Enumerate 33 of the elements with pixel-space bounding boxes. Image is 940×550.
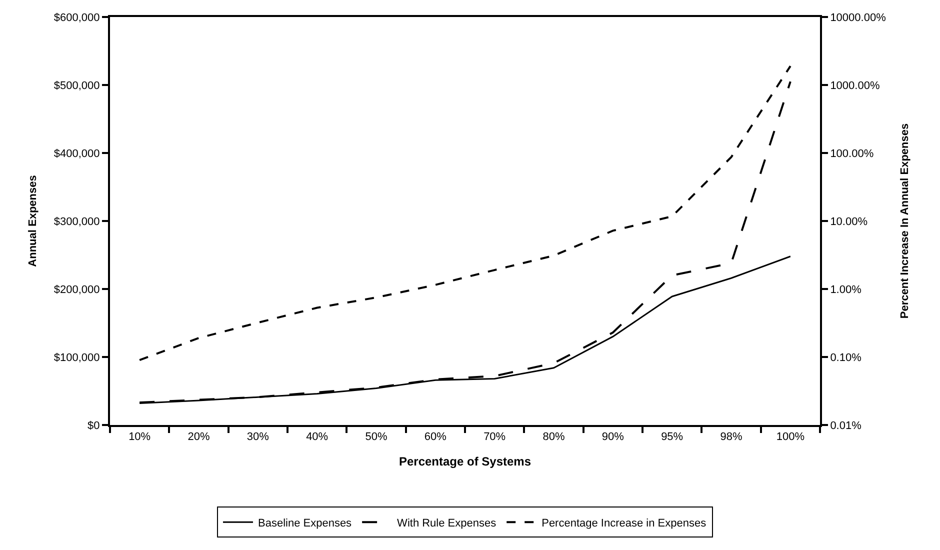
y2-tick-label: 1.00% bbox=[830, 284, 862, 296]
x-tick-label: 30% bbox=[246, 431, 270, 444]
x-tick-label: 100% bbox=[776, 431, 805, 444]
x-tick-label: 20% bbox=[188, 431, 210, 444]
y-tick-label: $100,000 bbox=[54, 352, 100, 364]
y2-tick-label: 0.01% bbox=[830, 420, 862, 432]
y-tick-label: $400,000 bbox=[54, 148, 100, 160]
y2-tick-label: 100.00% bbox=[830, 148, 874, 160]
x-tick-label: 50% bbox=[365, 431, 388, 444]
y-tick-label: $500,000 bbox=[54, 80, 100, 92]
y2-tick-label: 10000.00% bbox=[830, 12, 886, 24]
x-tick-label: 10% bbox=[128, 431, 151, 444]
y-tick-label: $0 bbox=[88, 420, 100, 432]
x-tick-label: 40% bbox=[306, 431, 328, 444]
x-tick-label: 60% bbox=[424, 431, 447, 444]
y2-axis-title: Percent Increase In Annual Expenses bbox=[898, 123, 911, 319]
y2-tick-label: 10.00% bbox=[830, 216, 868, 228]
x-tick-label: 95% bbox=[661, 431, 684, 444]
y-tick-label: $300,000 bbox=[54, 216, 100, 228]
x-tick-label: 98% bbox=[720, 431, 742, 444]
legend-label: Baseline Expenses bbox=[258, 517, 352, 530]
legend-label: Percentage Increase in Expenses bbox=[542, 517, 707, 530]
y-tick-label: $600,000 bbox=[54, 12, 100, 24]
y2-tick-label: 0.10% bbox=[830, 352, 862, 364]
y-tick-label: $200,000 bbox=[54, 284, 100, 296]
x-tick-label: 70% bbox=[484, 431, 506, 444]
x-tick-label: 80% bbox=[542, 431, 565, 444]
x-axis-title: Percentage of Systems bbox=[398, 454, 532, 469]
line-series bbox=[138, 65, 792, 362]
y2-tick-label: 1000.00% bbox=[830, 80, 880, 92]
y-axis-title: Annual Expenses bbox=[27, 175, 40, 267]
x-tick-label: 90% bbox=[602, 431, 624, 444]
legend-label: With Rule Expenses bbox=[397, 517, 497, 530]
